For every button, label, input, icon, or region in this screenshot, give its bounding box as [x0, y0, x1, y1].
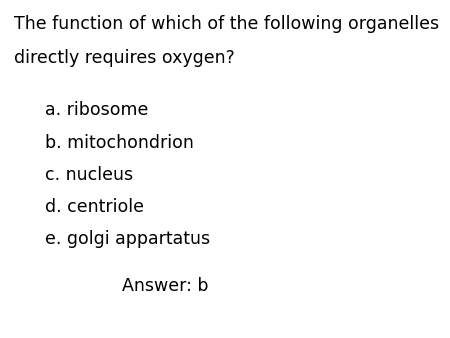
- Text: d. centriole: d. centriole: [45, 198, 144, 216]
- Text: b. mitochondrion: b. mitochondrion: [45, 134, 194, 151]
- Text: The function of which of the following organelles: The function of which of the following o…: [14, 15, 439, 33]
- Text: Answer: b: Answer: b: [122, 277, 208, 295]
- Text: a. ribosome: a. ribosome: [45, 101, 148, 119]
- Text: c. nucleus: c. nucleus: [45, 166, 133, 184]
- Text: directly requires oxygen?: directly requires oxygen?: [14, 49, 234, 67]
- Text: e. golgi appartatus: e. golgi appartatus: [45, 230, 210, 248]
